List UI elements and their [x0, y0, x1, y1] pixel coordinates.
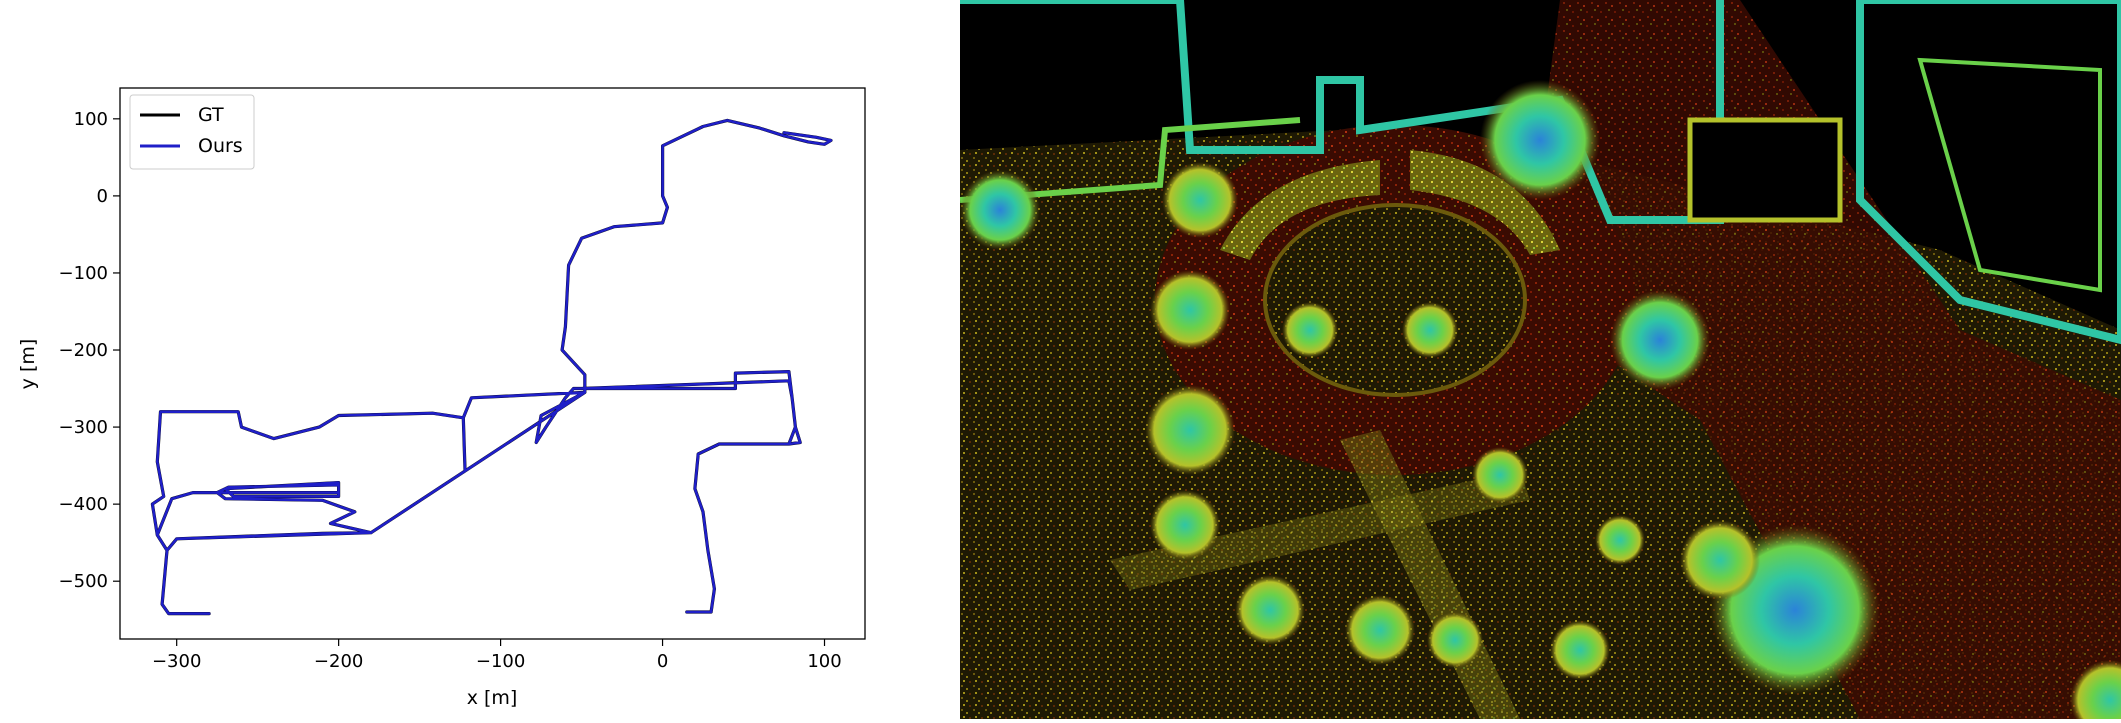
x-tick-label: −100 — [476, 651, 525, 672]
tree — [1427, 612, 1483, 668]
legend-label-ours: Ours — [198, 135, 243, 157]
tree — [1345, 595, 1415, 665]
x-axis-label: x [m] — [467, 687, 518, 709]
trajectory-plot: −300 −200 −100 0 100 100 0 −100 −200 −300 −400 −50… — [0, 0, 960, 719]
yellow-hedge-left — [1220, 160, 1380, 260]
tree — [1680, 520, 1760, 600]
tree — [960, 170, 1040, 250]
tree — [1402, 302, 1458, 358]
y-axis-label: y [m] — [17, 339, 39, 390]
x-tick-label: −200 — [314, 651, 363, 672]
building-walls — [960, 0, 1724, 224]
courtyard — [1687, 117, 1843, 223]
y-tick-label: −100 — [59, 263, 108, 284]
plot-axes-frame — [119, 87, 866, 640]
trajectory-plot-panel: −300 −200 −100 0 100 100 0 −100 −200 −300 −400 −50… — [0, 0, 960, 719]
trees — [960, 80, 2121, 719]
tree — [1150, 490, 1220, 560]
red-roadway — [1520, 0, 2121, 719]
tree — [1480, 80, 1600, 200]
tree — [2070, 660, 2121, 719]
y-ticks: 100 0 −100 −200 −300 −400 −500 — [59, 109, 120, 592]
x-tick-label: −300 — [152, 651, 201, 672]
y-tick-label: 0 — [97, 186, 108, 207]
tree — [1550, 620, 1610, 680]
building-walls-green — [960, 117, 1301, 203]
tree — [1472, 447, 1528, 503]
building-right — [1856, 0, 2121, 345]
tree — [1150, 270, 1230, 350]
tree — [1235, 575, 1305, 645]
yellow-hedge-right — [1410, 150, 1560, 255]
roundabout-inner — [1263, 203, 1527, 397]
y-tick-label: −300 — [59, 417, 108, 438]
x-tick-label: 0 — [657, 651, 668, 672]
legend: GT Ours — [129, 94, 255, 170]
y-tick-label: −400 — [59, 494, 108, 515]
legend-label-gt: GT — [198, 104, 224, 126]
x-tick-label: 100 — [807, 651, 841, 672]
series-layer — [150, 118, 833, 616]
tree — [1595, 515, 1645, 565]
lidar-point-cloud-image — [960, 0, 2121, 719]
tree — [1610, 290, 1710, 390]
tree — [1282, 302, 1338, 358]
sidewalk-diagonal-2 — [1110, 470, 1530, 590]
tree — [1162, 162, 1238, 238]
lidar-point-cloud-panel — [960, 0, 2121, 719]
y-tick-label: −500 — [59, 571, 108, 592]
building-right-inner — [1917, 57, 2102, 293]
legend-box — [129, 94, 255, 170]
x-ticks: −300 −200 −100 0 100 — [152, 639, 842, 672]
tree — [1145, 385, 1235, 475]
y-tick-label: 100 — [74, 109, 108, 130]
series-line-ours — [151, 119, 833, 615]
y-tick-label: −200 — [59, 340, 108, 361]
